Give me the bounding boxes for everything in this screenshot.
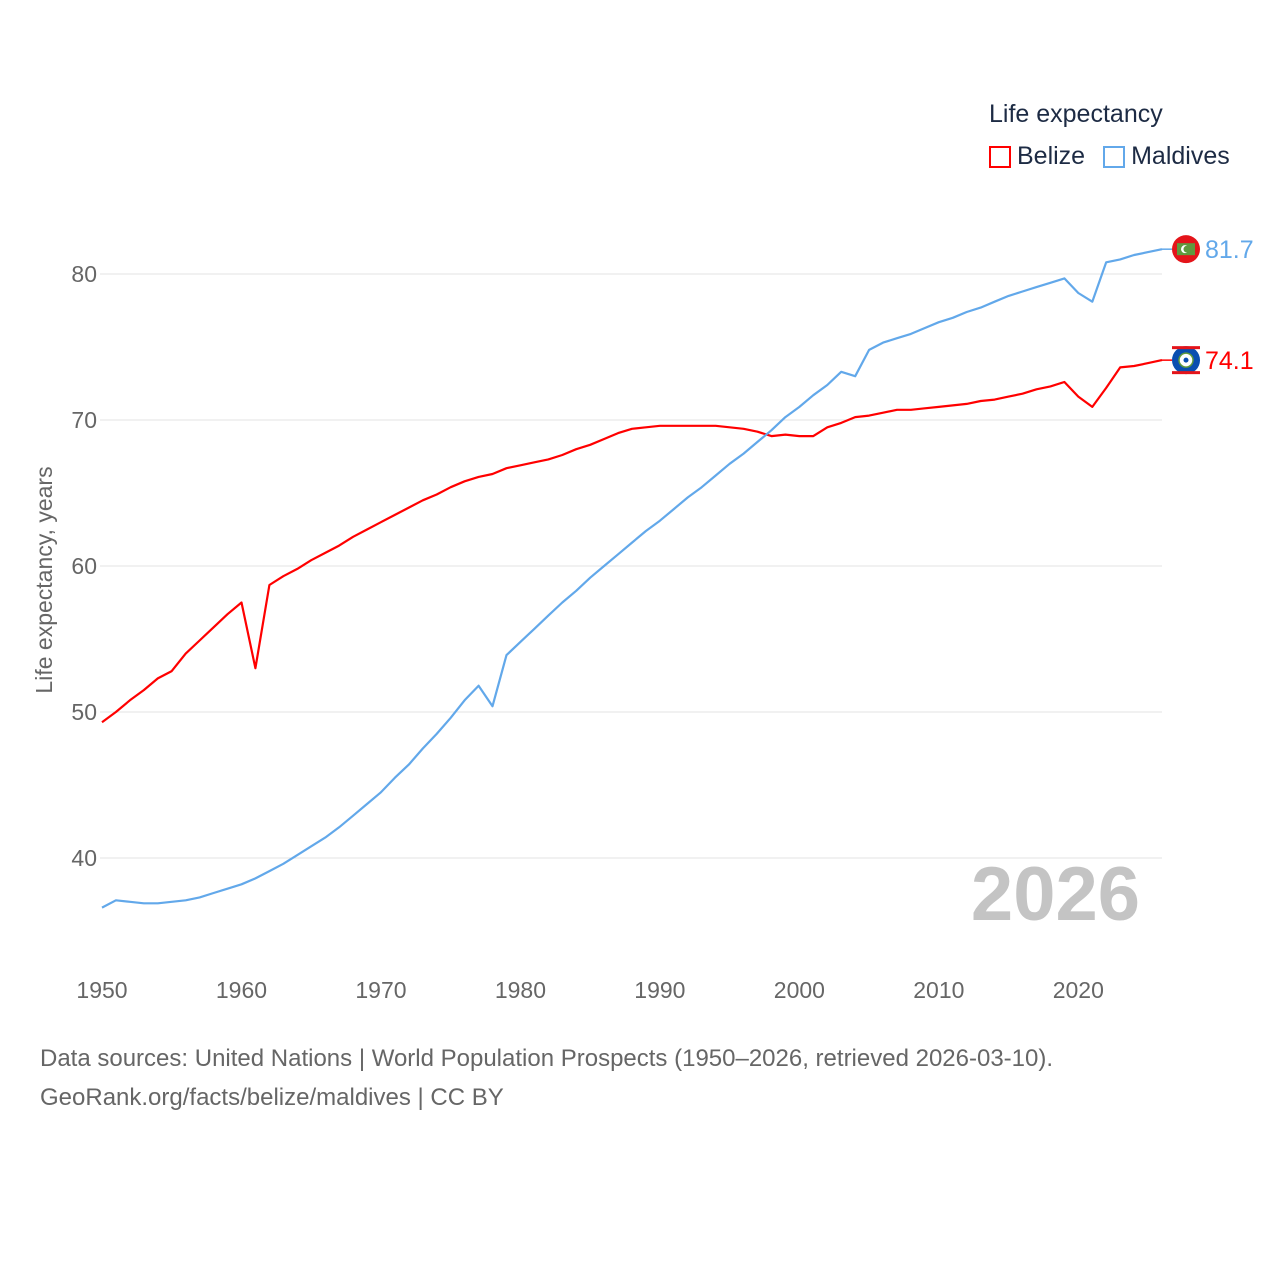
x-tick-label: 2010 [913,977,964,1003]
x-tick-label: 2020 [1053,977,1104,1003]
x-tick-label: 1980 [495,977,546,1003]
legend-label-belize: Belize [1017,142,1086,170]
series-line-maldives[interactable] [101,248,1163,909]
y-tick-label: 50 [71,699,97,725]
legend-label-maldives: Maldives [1131,142,1230,170]
end-value-label-belize: 74.1 [1205,347,1254,375]
legend-swatch-belize [989,145,1011,168]
end-value-label-maldives: 81.7 [1205,236,1254,264]
legend-swatch-maldives [1103,145,1126,168]
footer-attribution[interactable]: GeoRank.org/facts/belize/maldives | CC B… [40,1084,504,1111]
legend-item-maldives[interactable]: Maldives [1103,142,1230,171]
x-tick-label: 1970 [355,977,406,1003]
legend: Belize Maldives [989,142,1248,171]
footer-sources: Data sources: United Nations | World Pop… [40,1045,1054,1072]
x-tick-label: 1950 [76,977,127,1003]
x-tick-label: 1960 [216,977,267,1003]
x-tick-label: 2000 [774,977,825,1003]
y-tick-label: 60 [71,553,97,579]
legend-item-belize[interactable]: Belize [989,142,1085,171]
y-tick-label: 70 [71,407,97,433]
x-tick-label: 1990 [634,977,685,1003]
y-tick-label: 40 [71,845,97,871]
year-watermark: 2026 [971,852,1140,937]
y-tick-label: 80 [71,261,97,287]
legend-title: Life expectancy [989,100,1163,128]
flag-belize-icon [1172,346,1200,375]
flag-maldives-icon [1172,235,1200,264]
y-axis-label: Life expectancy, years [31,466,57,693]
series-line-belize[interactable] [101,359,1163,724]
